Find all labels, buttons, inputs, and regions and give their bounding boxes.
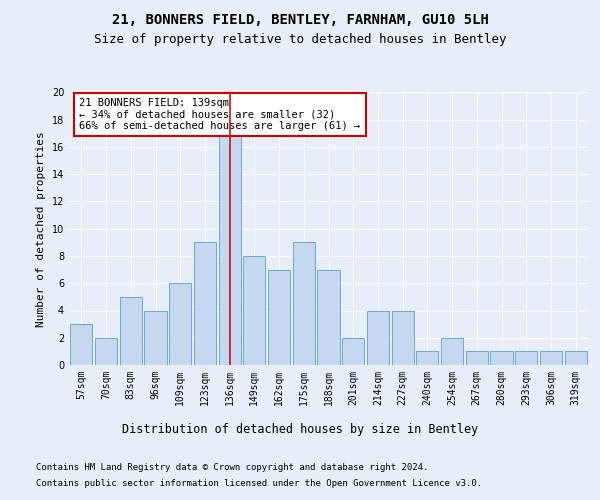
Text: Contains public sector information licensed under the Open Government Licence v3: Contains public sector information licen… (36, 479, 482, 488)
Bar (342, 338, 364, 365)
Bar (490, 352, 512, 365)
Bar (218, 134, 241, 365)
Bar (565, 352, 587, 365)
Bar (70, 324, 92, 365)
Text: 21, BONNERS FIELD, BENTLEY, FARNHAM, GU10 5LH: 21, BONNERS FIELD, BENTLEY, FARNHAM, GU1… (112, 12, 488, 26)
Text: Distribution of detached houses by size in Bentley: Distribution of detached houses by size … (122, 422, 478, 436)
Bar (317, 270, 340, 365)
Bar (145, 310, 167, 365)
Bar (95, 338, 117, 365)
Bar (515, 352, 538, 365)
Bar (367, 310, 389, 365)
Text: 21 BONNERS FIELD: 139sqm
← 34% of detached houses are smaller (32)
66% of semi-d: 21 BONNERS FIELD: 139sqm ← 34% of detach… (79, 98, 361, 131)
Bar (169, 283, 191, 365)
Bar (441, 338, 463, 365)
Text: Size of property relative to detached houses in Bentley: Size of property relative to detached ho… (94, 32, 506, 46)
Bar (293, 242, 315, 365)
Bar (466, 352, 488, 365)
Bar (194, 242, 216, 365)
Bar (416, 352, 439, 365)
Bar (243, 256, 265, 365)
Bar (119, 297, 142, 365)
Y-axis label: Number of detached properties: Number of detached properties (36, 131, 46, 326)
Bar (540, 352, 562, 365)
Bar (268, 270, 290, 365)
Text: Contains HM Land Registry data © Crown copyright and database right 2024.: Contains HM Land Registry data © Crown c… (36, 462, 428, 471)
Bar (392, 310, 414, 365)
